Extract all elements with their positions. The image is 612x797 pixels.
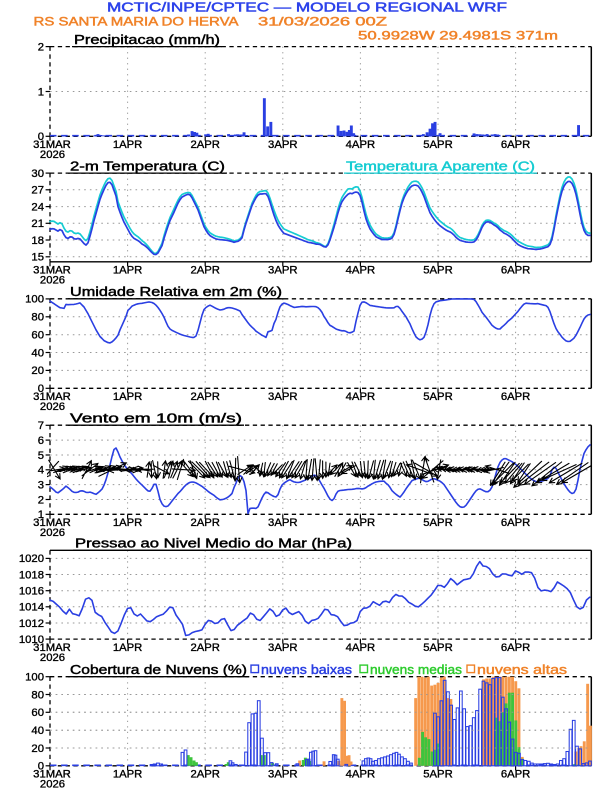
svg-text:1APR: 1APR — [113, 769, 143, 781]
svg-text:2APR: 2APR — [190, 517, 220, 529]
svg-text:27: 27 — [31, 185, 44, 197]
svg-text:2APR: 2APR — [190, 265, 220, 277]
svg-text:60: 60 — [31, 330, 44, 342]
svg-text:2-m Temperatura (C): 2-m Temperatura (C) — [70, 160, 225, 174]
svg-text:5APR: 5APR — [423, 265, 453, 277]
svg-text:3APR: 3APR — [268, 265, 298, 277]
svg-text:1: 1 — [38, 509, 44, 521]
svg-text:31/03/2026 00Z: 31/03/2026 00Z — [258, 15, 387, 29]
svg-text:Cobertura de Nuvens (%): Cobertura de Nuvens (%) — [70, 663, 247, 677]
svg-text:0: 0 — [38, 383, 44, 395]
svg-text:3APR: 3APR — [268, 642, 298, 654]
svg-text:1010: 1010 — [19, 634, 44, 646]
svg-text:nuvens medias: nuvens medias — [370, 663, 462, 677]
svg-text:5APR: 5APR — [423, 139, 453, 151]
svg-text:2APR: 2APR — [190, 769, 220, 781]
svg-text:1APR: 1APR — [113, 517, 143, 529]
svg-text:31MAR: 31MAR — [33, 139, 71, 151]
svg-text:100: 100 — [25, 672, 44, 684]
svg-text:5: 5 — [38, 450, 44, 462]
svg-text:2026: 2026 — [40, 401, 65, 413]
svg-text:31MAR: 31MAR — [33, 642, 71, 654]
svg-text:1: 1 — [38, 86, 44, 98]
svg-text:1APR: 1APR — [113, 391, 143, 403]
svg-text:1APR: 1APR — [113, 265, 143, 277]
svg-text:3APR: 3APR — [268, 517, 298, 529]
svg-text:30: 30 — [31, 168, 44, 180]
svg-text:1014: 1014 — [19, 602, 44, 614]
svg-text:3APR: 3APR — [268, 769, 298, 781]
svg-text:2026: 2026 — [40, 652, 65, 664]
svg-text:MCTIC/INPE/CPTEC — MODELO REGI: MCTIC/INPE/CPTEC — MODELO REGIONAL WRF — [107, 0, 507, 15]
svg-text:5APR: 5APR — [423, 642, 453, 654]
svg-text:5APR: 5APR — [423, 391, 453, 403]
svg-text:3APR: 3APR — [268, 391, 298, 403]
svg-text:1018: 1018 — [19, 569, 44, 581]
svg-text:6APR: 6APR — [501, 265, 531, 277]
svg-text:100: 100 — [25, 294, 44, 306]
svg-text:nuvens baixas: nuvens baixas — [261, 663, 352, 677]
svg-text:3: 3 — [38, 479, 44, 491]
svg-text:Temperatura Aparente (C): Temperatura Aparente (C) — [346, 160, 535, 174]
svg-text:2: 2 — [38, 494, 44, 506]
svg-text:2: 2 — [38, 41, 44, 53]
svg-text:31MAR: 31MAR — [33, 391, 71, 403]
svg-text:7: 7 — [38, 420, 44, 432]
svg-text:1012: 1012 — [19, 618, 44, 630]
svg-text:80: 80 — [31, 689, 44, 701]
svg-text:Precipitacao (mm/h): Precipitacao (mm/h) — [74, 33, 220, 47]
svg-text:50.9928W 29.4981S 371m: 50.9928W 29.4981S 371m — [358, 29, 558, 43]
svg-text:4APR: 4APR — [346, 391, 376, 403]
svg-text:2026: 2026 — [40, 275, 65, 287]
svg-text:2APR: 2APR — [190, 642, 220, 654]
svg-text:Pressao ao Nivel Medio do Mar: Pressao ao Nivel Medio do Mar (hPa) — [75, 537, 352, 551]
svg-text:nuvens altas: nuvens altas — [477, 663, 567, 677]
svg-text:2026: 2026 — [40, 149, 65, 161]
svg-text:40: 40 — [31, 347, 44, 359]
svg-text:4APR: 4APR — [346, 769, 376, 781]
svg-text:4APR: 4APR — [346, 139, 376, 151]
svg-text:31MAR: 31MAR — [33, 769, 71, 781]
svg-text:Vento em 10m (m/s): Vento em 10m (m/s) — [70, 412, 242, 426]
svg-text:2APR: 2APR — [190, 391, 220, 403]
svg-text:21: 21 — [31, 218, 44, 230]
svg-text:Umidade Relativa em 2m (%): Umidade Relativa em 2m (%) — [70, 285, 282, 299]
svg-text:2026: 2026 — [40, 779, 65, 791]
svg-text:4: 4 — [38, 465, 44, 477]
svg-text:60: 60 — [31, 707, 44, 719]
svg-text:5APR: 5APR — [423, 769, 453, 781]
svg-text:2APR: 2APR — [190, 139, 220, 151]
svg-text:6APR: 6APR — [501, 391, 531, 403]
svg-text:1APR: 1APR — [113, 642, 143, 654]
svg-text:2026: 2026 — [40, 527, 65, 539]
svg-text:0: 0 — [38, 761, 44, 773]
svg-text:18: 18 — [31, 235, 44, 247]
svg-text:6APR: 6APR — [501, 517, 531, 529]
svg-text:6APR: 6APR — [501, 139, 531, 151]
svg-text:15: 15 — [31, 252, 44, 264]
svg-text:40: 40 — [31, 725, 44, 737]
svg-text:6: 6 — [38, 435, 44, 447]
svg-text:3APR: 3APR — [268, 139, 298, 151]
svg-text:6APR: 6APR — [501, 642, 531, 654]
svg-text:4APR: 4APR — [346, 265, 376, 277]
svg-text:20: 20 — [31, 743, 44, 755]
svg-text:4APR: 4APR — [346, 642, 376, 654]
svg-text:31MAR: 31MAR — [33, 265, 71, 277]
svg-text:20: 20 — [31, 365, 44, 377]
svg-text:1020: 1020 — [19, 553, 44, 565]
svg-text:5APR: 5APR — [423, 517, 453, 529]
svg-text:1016: 1016 — [19, 586, 44, 598]
svg-text:6APR: 6APR — [501, 769, 531, 781]
svg-text:80: 80 — [31, 312, 44, 324]
svg-text:1APR: 1APR — [113, 139, 143, 151]
svg-text:4APR: 4APR — [346, 517, 376, 529]
svg-text:31MAR: 31MAR — [33, 517, 71, 529]
svg-text:24: 24 — [31, 201, 44, 213]
svg-text:0: 0 — [38, 131, 44, 143]
svg-text:RS SANTA MARIA DO HERVA: RS SANTA MARIA DO HERVA — [34, 15, 239, 29]
